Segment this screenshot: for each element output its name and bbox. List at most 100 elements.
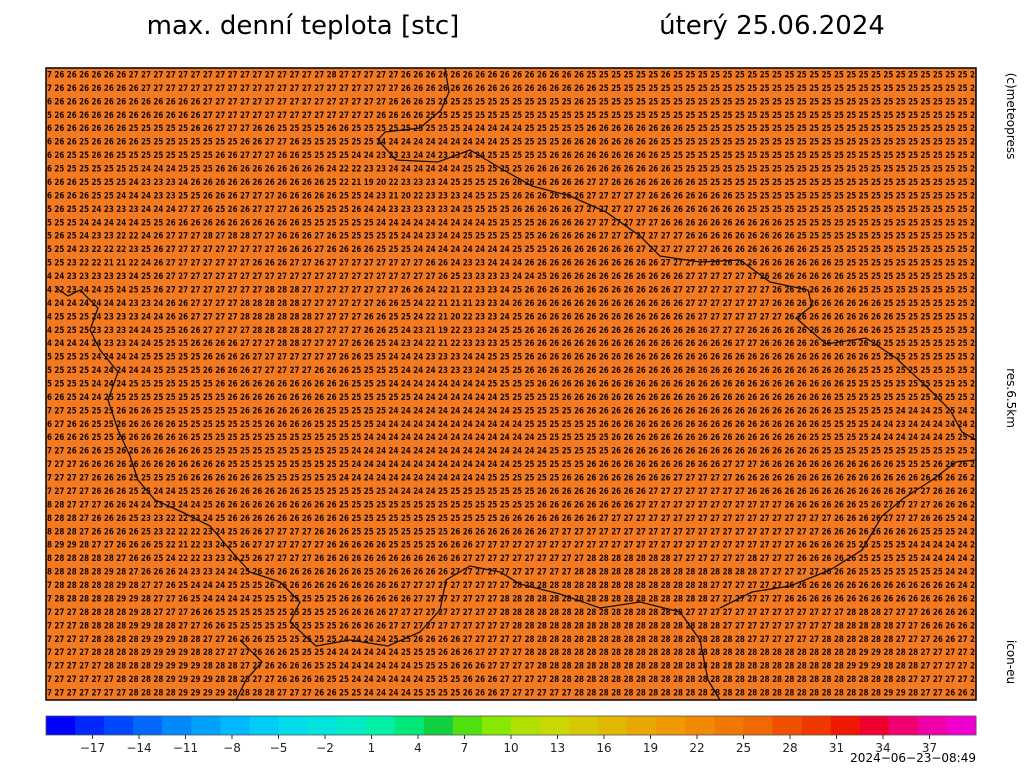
- colorbar-swatch: [481, 716, 512, 735]
- colorbar-tick-label: −8: [223, 741, 241, 755]
- value-row: 6 26 26 26 26 26 26 25 25 25 25 25 26 26…: [47, 124, 975, 134]
- colorbar-tick-label: 34: [875, 741, 890, 755]
- colorbar: −17 −14 −11 −8 −5 −2 1 4 7 10 13 16 19 22 25 28 31 34 37: [45, 715, 977, 755]
- resolution-label: res.6.5km: [1004, 368, 1018, 428]
- value-row: 5 25 25 25 24 24 24 24 24 25 25 25 25 26…: [47, 366, 975, 376]
- value-row: 8 28 28 27 26 26 26 26 25 23 22 22 22 23…: [47, 527, 975, 537]
- value-row: 7 27 27 27 28 28 28 28 29 29 29 29 28 28…: [47, 648, 975, 658]
- value-row: 7 27 27 26 26 26 26 26 26 26 26 26 26 26…: [47, 460, 975, 470]
- colorbar-tick-label: 25: [736, 741, 751, 755]
- value-row: 5 26 25 24 23 23 22 22 24 26 27 27 27 28…: [47, 232, 975, 242]
- value-row: 6 26 26 25 26 26 26 26 25 25 25 25 25 25…: [47, 138, 975, 148]
- border-line: [377, 67, 977, 441]
- value-row: 5 25 25 25 24 24 24 24 25 25 25 25 25 26…: [47, 353, 975, 363]
- colorbar-swatch: [859, 716, 890, 735]
- colorbar-swatch: [394, 716, 425, 735]
- value-row: 7 27 27 27 27 28 28 28 28 29 29 29 29 28…: [47, 662, 975, 672]
- value-row: 4 24 24 24 24 24 24 23 23 24 26 26 27 27…: [47, 299, 975, 309]
- value-row: 6 26 26 26 25 25 24 24 24 23 23 25 25 26…: [47, 191, 975, 201]
- model-label: icon-eu: [1004, 640, 1018, 684]
- colorbar-swatch: [423, 716, 454, 735]
- colorbar-swatch: [191, 716, 221, 735]
- colorbar-tick-label: −5: [270, 741, 288, 755]
- value-row: 6 26 26 25 25 25 25 24 23 23 23 24 26 26…: [47, 178, 975, 188]
- value-row: 8 28 28 27 26 26 26 25 23 23 22 22 23 24…: [47, 514, 975, 524]
- map-title: max. denní teplota [stc]: [147, 11, 460, 41]
- border-line: [719, 459, 977, 609]
- colorbar-swatch: [714, 716, 744, 735]
- value-row: 4 24 24 24 24 23 23 24 24 25 25 25 26 26…: [47, 339, 975, 349]
- value-row: 7 27 27 28 28 28 28 29 29 28 28 27 27 26…: [47, 621, 975, 631]
- value-row: 7 27 27 27 26 26 26 25 25 25 25 26 26 26…: [47, 474, 975, 484]
- value-row: 5 26 25 25 24 23 23 23 24 24 24 27 27 26…: [47, 205, 975, 215]
- colorbar-swatch: [220, 716, 250, 735]
- colorbar-tick-label: 31: [829, 741, 844, 755]
- colorbar-swatch: [46, 716, 76, 735]
- value-row: 7 26 26 26 26 26 26 26 27 27 27 27 27 27…: [47, 84, 975, 94]
- value-row: 8 28 27 27 27 26 26 24 24 23 23 24 24 25…: [47, 500, 975, 510]
- value-row: 8 29 29 28 27 27 26 26 26 25 22 21 22 23…: [47, 541, 975, 551]
- value-row: 6 26 26 26 26 26 26 26 26 26 26 26 26 27…: [47, 97, 975, 107]
- colorbar-swatch: [627, 716, 657, 735]
- colorbar-swatch: [365, 716, 396, 735]
- value-row: 7 27 27 27 28 28 28 28 29 29 29 28 28 27…: [47, 635, 975, 645]
- value-row: 7 27 27 27 26 26 26 25 25 24 24 25 25 26…: [47, 487, 975, 497]
- value-row: 4 25 25 25 23 23 23 24 24 25 25 26 26 27…: [47, 326, 975, 336]
- colorbar-tick-label: 13: [550, 741, 565, 755]
- colorbar-swatch: [133, 716, 163, 735]
- border-line: [235, 639, 263, 701]
- copyright-label: (c)meteopress: [1004, 73, 1018, 160]
- value-row: 7 26 26 26 26 26 26 27 27 27 27 27 27 27…: [47, 71, 975, 81]
- borders: [55, 67, 977, 701]
- colorbar-swatch: [452, 716, 483, 735]
- colorbar-swatch: [656, 716, 686, 735]
- value-row: 7 27 27 27 27 27 28 28 28 28 29 29 29 29…: [47, 675, 975, 685]
- colorbar-swatch: [336, 716, 367, 735]
- colorbar-swatch: [888, 716, 919, 735]
- value-row: 4 25 25 25 24 23 23 23 24 24 26 26 27 27…: [47, 312, 975, 322]
- colorbar-tick-label: −2: [316, 741, 334, 755]
- value-row: 5 25 24 23 22 22 22 23 25 26 27 27 27 27…: [47, 245, 975, 255]
- colorbar-tick-label: 16: [596, 741, 611, 755]
- value-row: 7 27 26 26 26 25 26 26 26 26 26 26 26 25…: [47, 447, 975, 457]
- colorbar-swatch: [249, 716, 279, 735]
- colorbar-swatch: [75, 716, 105, 735]
- colorbar-swatch: [307, 716, 338, 735]
- value-row: 5 25 23 22 22 21 21 22 24 26 27 27 27 27…: [47, 259, 975, 269]
- value-row: 6 26 26 26 25 25 26 26 26 26 26 26 25 25…: [47, 433, 975, 443]
- value-grid: 7 26 26 26 26 26 26 27 27 27 27 27 27 27…: [47, 71, 975, 699]
- value-row: 6 27 26 26 25 25 26 26 26 26 26 25 25 25…: [47, 420, 975, 430]
- value-row: 7 28 28 28 28 28 29 29 28 27 27 26 25 24…: [47, 594, 975, 604]
- colorbar-swatch: [801, 716, 832, 735]
- value-row: 5 26 26 26 26 26 26 26 26 26 26 26 26 27…: [47, 111, 975, 121]
- colorbar-tick-label: 19: [643, 741, 658, 755]
- value-row: 6 26 25 25 26 26 25 25 25 25 25 25 25 25…: [47, 151, 975, 161]
- colorbar-swatch: [685, 716, 715, 735]
- value-row: 4 24 23 23 23 23 23 24 25 26 27 27 27 27…: [47, 272, 975, 282]
- colorbar-tick-label: 37: [922, 741, 937, 755]
- value-row: 7 28 28 28 28 28 29 28 27 27 26 25 24 24…: [47, 581, 975, 591]
- colorbar-tick-label: 28: [782, 741, 797, 755]
- colorbar-swatch: [830, 716, 861, 735]
- timestamp: 2024−06−23−08:49: [850, 751, 976, 765]
- value-row: 6 25 25 25 25 25 25 25 24 24 24 25 25 25…: [47, 165, 975, 175]
- map-date: úterý 25.06.2024: [659, 11, 885, 41]
- value-row: 4 22 23 24 24 25 24 25 25 26 27 27 27 27…: [47, 285, 975, 295]
- colorbar-swatch: [511, 716, 541, 735]
- colorbar-swatch: [946, 716, 977, 735]
- colorbar-swatch: [569, 716, 599, 735]
- map-area: [46, 68, 976, 700]
- colorbar-tick-label: 10: [503, 741, 518, 755]
- colorbar-tick-label: −11: [173, 741, 198, 755]
- value-row: 7 27 27 27 27 27 27 28 28 28 28 29 29 29…: [47, 689, 975, 699]
- border-line: [55, 287, 721, 701]
- colorbar-tick-label: 7: [461, 741, 469, 755]
- colorbar-tick-label: 4: [414, 741, 422, 755]
- colorbar-tick-label: −14: [126, 741, 151, 755]
- value-row: 5 25 25 24 24 24 24 24 25 25 26 26 26 26…: [47, 218, 975, 228]
- map-frame: [45, 67, 977, 701]
- colorbar-swatch: [540, 716, 570, 735]
- value-row: 8 28 28 28 28 29 28 27 26 26 26 24 23 23…: [47, 568, 975, 578]
- colorbar-swatch: [162, 716, 192, 735]
